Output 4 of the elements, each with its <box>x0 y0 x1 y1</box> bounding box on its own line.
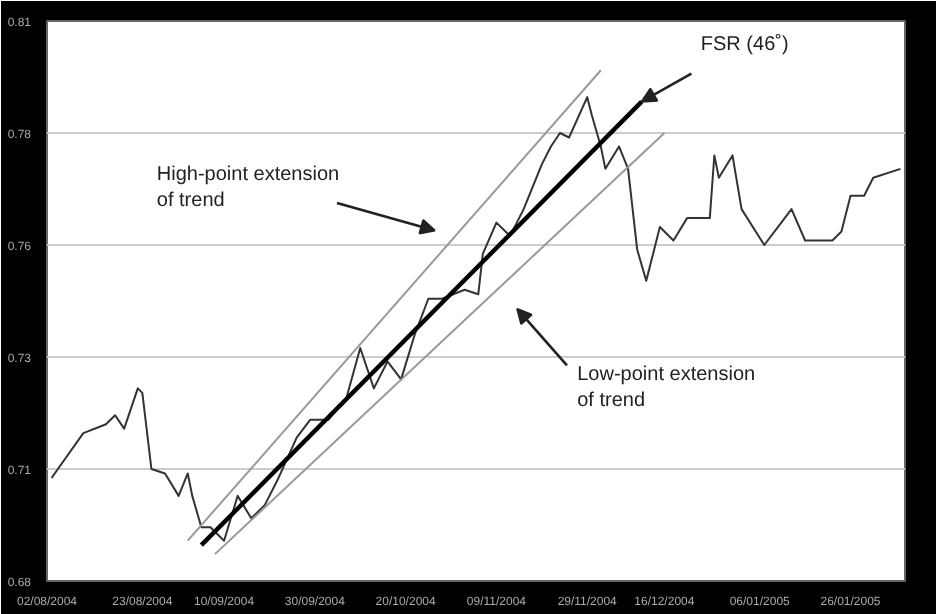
annotation: Low-point extension of trend <box>577 363 756 413</box>
annotation: FSR (46˚) <box>700 31 789 56</box>
line-series <box>50 96 902 542</box>
annotation: High-point extension of trend <box>156 163 340 213</box>
